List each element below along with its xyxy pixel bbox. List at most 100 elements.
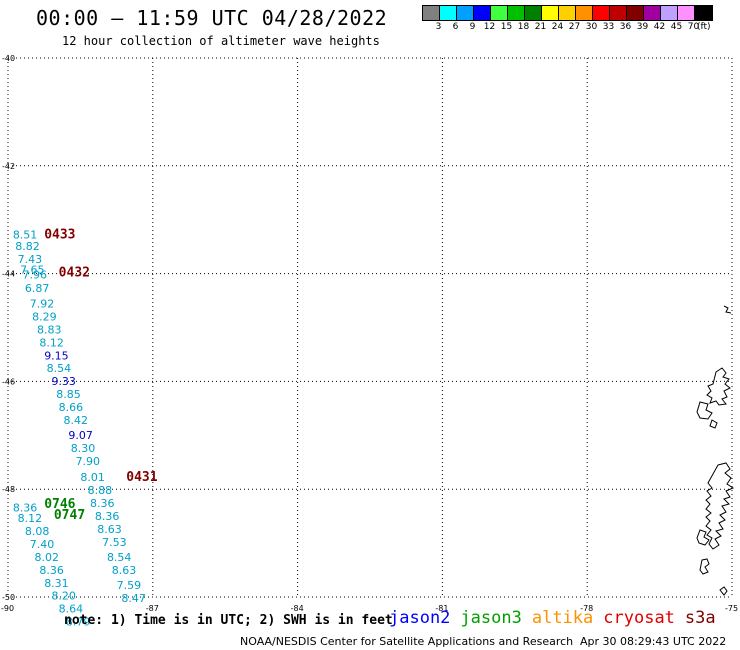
- wave-height-value: 8.63: [112, 564, 137, 577]
- legend-label: 70: [687, 22, 700, 32]
- legend-label: 3: [435, 22, 442, 32]
- lat-tick-label: -44: [2, 270, 15, 279]
- page-title: 00:00 – 11:59 UTC 04/28/2022: [36, 6, 388, 30]
- legend-label: 27: [568, 22, 581, 32]
- coastline-segment: [709, 419, 718, 429]
- legend-label: 36: [619, 22, 632, 32]
- satellite-label-jason3: jason3: [460, 608, 522, 628]
- lat-tick-label: -40: [2, 54, 15, 63]
- lon-tick-label: -78: [580, 604, 593, 613]
- coastline-segment: [723, 305, 732, 314]
- wave-height-value: 7.65: [20, 264, 45, 277]
- lat-tick-label: -48: [2, 485, 15, 494]
- legend-label: 9: [469, 22, 476, 32]
- legend-label: 21: [534, 22, 547, 32]
- pass-time-label: 0431: [126, 470, 157, 485]
- legend-swatch: [508, 6, 525, 20]
- wave-height-value: 8.36: [13, 501, 38, 514]
- wave-height-value: 8.79: [66, 616, 91, 629]
- coastline-segment: [719, 586, 728, 596]
- legend-label: 42: [653, 22, 666, 32]
- lat-tick-label: -46: [2, 377, 15, 386]
- lon-tick-label: -90: [1, 604, 14, 613]
- wave-height-value: 8.63: [97, 523, 122, 536]
- satellite-label-altika: altika: [531, 608, 594, 628]
- wave-height-value: 8.66: [59, 401, 84, 414]
- legend-label: 24: [551, 22, 564, 32]
- map-grid: [7, 57, 733, 598]
- wave-height-value: 8.82: [15, 240, 39, 253]
- wave-height-value: 7.90: [76, 455, 101, 468]
- legend-label: 39: [636, 22, 649, 32]
- wave-height-value: 7.43: [18, 253, 43, 266]
- legend-swatch: [542, 6, 559, 20]
- wave-height-value: 8.64: [59, 603, 84, 616]
- legend-label: 12: [483, 22, 496, 32]
- legend-swatch: [661, 6, 678, 20]
- page-subtitle: 12 hour collection of altimeter wave hei…: [62, 34, 380, 48]
- legend-label: 18: [517, 22, 530, 32]
- legend-swatch: [559, 6, 576, 20]
- color-legend: [422, 5, 713, 21]
- coastline-segment: [699, 558, 710, 575]
- wave-height-value: 8.08: [25, 525, 50, 538]
- coastline: [696, 305, 735, 596]
- satellite-label-jason2: jason2: [389, 608, 451, 628]
- pass-time-label: 0433: [44, 228, 75, 243]
- legend-swatch: [440, 6, 457, 20]
- satellite-label-cryosat: cryosat: [603, 608, 675, 628]
- wave-height-value: 8.88: [88, 484, 113, 497]
- wave-height-value: 8.36: [39, 564, 64, 577]
- pass-time-label: 0747: [54, 508, 85, 523]
- wave-height-value: 8.85: [56, 388, 80, 401]
- wave-height-value: 8.31: [44, 577, 68, 590]
- legend-swatch: [695, 6, 712, 20]
- legend-swatch: [423, 6, 440, 20]
- wave-height-value: 8.30: [71, 442, 96, 455]
- wave-height-value: 8.54: [47, 362, 72, 375]
- wave-height-value: 8.12: [18, 512, 43, 525]
- wave-height-values: 8.518.827.437.657.966.877.928.298.838.12…: [13, 229, 146, 629]
- wave-height-value: 7.92: [30, 298, 55, 311]
- legend-swatch: [474, 6, 491, 20]
- wave-height-value: 8.36: [90, 497, 115, 510]
- pass-time-label: 0746: [44, 497, 75, 512]
- generated-timestamp: Apr 30 08:29:43 UTC 2022: [580, 635, 727, 648]
- legend-swatch: [678, 6, 695, 20]
- wave-height-value: 7.59: [117, 579, 142, 592]
- lon-tick-label: -81: [435, 604, 448, 613]
- wave-height-value: 8.12: [39, 336, 64, 349]
- legend-swatch: [525, 6, 542, 20]
- wave-height-value: 8.51: [13, 229, 38, 242]
- wave-height-value: 8.36: [95, 510, 120, 523]
- credit-text: NOAA/NESDIS Center for Satellite Applica…: [240, 635, 574, 648]
- satellite-legend: jason2 jason3 altika cryosat s3a: [389, 608, 726, 628]
- coastline-segment: [705, 462, 735, 550]
- pass-time-label: 0432: [59, 265, 90, 280]
- legend-unit: (ft): [697, 22, 711, 32]
- legend-label: 15: [500, 22, 513, 32]
- footnote: note: 1) Time is in UTC; 2) SWH is in fe…: [64, 613, 393, 628]
- coastline-segment: [706, 367, 731, 406]
- legend-label: 30: [585, 22, 598, 32]
- lon-tick-label: -75: [725, 604, 738, 613]
- wave-height-value: 8.83: [37, 323, 62, 336]
- legend-swatch: [457, 6, 474, 20]
- wave-height-value: 9.07: [68, 429, 93, 442]
- legend-label: 6: [452, 22, 459, 32]
- legend-swatch: [610, 6, 627, 20]
- wave-height-value: 7.53: [102, 536, 127, 549]
- axis-ticks: -40 -42 -44 -46 -48 -50 -90 -87 -84 -81 -78 -75: [1, 54, 738, 613]
- wave-height-value: 6.87: [25, 282, 50, 295]
- wave-height-value: 8.42: [64, 414, 89, 427]
- legend-label: 45: [670, 22, 683, 32]
- wave-height-value: 9.33: [51, 375, 76, 388]
- legend-swatch: [491, 6, 508, 20]
- wave-height-value: 7.96: [22, 268, 47, 281]
- legend-swatch: [593, 6, 610, 20]
- lat-tick-label: -50: [2, 593, 15, 602]
- lon-tick-label: -87: [146, 604, 159, 613]
- wave-height-value: 9.15: [44, 349, 68, 362]
